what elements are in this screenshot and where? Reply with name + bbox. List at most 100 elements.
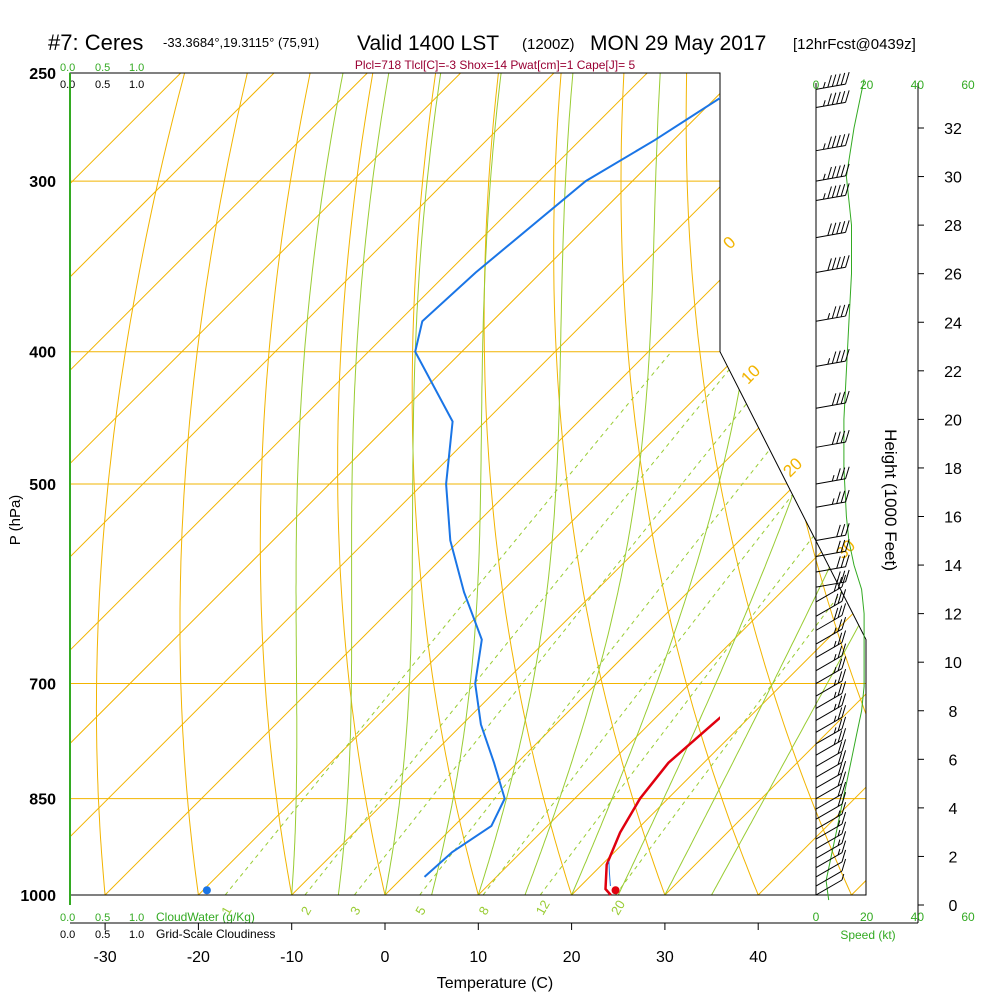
mixing-ratio-label: 12 (533, 897, 553, 917)
dry-adiabat-line (179, 73, 254, 895)
pressure-tick-label: 400 (29, 345, 56, 362)
moist-adiabat-line (291, 73, 344, 895)
wind-barb (815, 849, 847, 878)
cloudwater-tick-bottom: 0.5 (95, 912, 110, 924)
cloudiness-tick-top: 0.0 (60, 79, 75, 91)
wind-barb (815, 466, 850, 485)
mixing-ratio-line (419, 351, 849, 895)
wind-barb (815, 858, 847, 887)
height-tick-label: 32 (944, 121, 962, 138)
pressure-axis: 250 300 400 500 700 850 1000 (20, 66, 56, 905)
wind-barb (815, 873, 845, 896)
wind-barb (815, 133, 850, 152)
cloudiness-tick-top: 0.5 (95, 79, 110, 91)
wind-speed-line (825, 79, 865, 901)
cloudwater-tick-top: 0.0 (60, 62, 75, 74)
height-tick-label: 26 (944, 267, 962, 284)
station-title: #7: Ceres (48, 30, 143, 55)
height-tick-label: 30 (944, 170, 962, 187)
wind-barb (815, 643, 847, 672)
moist-adiabat-line (664, 73, 866, 895)
speed-tick-label-bottom: 0 (813, 910, 820, 924)
adiabat-label: 0 (719, 233, 739, 253)
pressure-tick-label: 300 (29, 174, 56, 191)
isotherm-line (70, 73, 648, 895)
wind-barb (815, 750, 847, 778)
speed-tick-label-bottom: 60 (961, 910, 975, 924)
pressure-tick-label: 1000 (20, 888, 56, 905)
speed-tick-label-bottom: 20 (860, 910, 874, 924)
pressure-tick-label: 850 (29, 792, 56, 809)
wind-barb (815, 728, 847, 756)
sounding-profiles (202, 96, 720, 896)
temperature-tick-label: 0 (381, 949, 390, 966)
cloudiness-tick-top: 1.0 (129, 79, 144, 91)
wind-barb (815, 429, 850, 448)
forecast-info: [12hrFcst@0439z] (793, 36, 916, 53)
wind-barb (815, 739, 847, 767)
height-tick-label: 6 (949, 752, 958, 769)
wind-barb (815, 705, 847, 733)
height-tick-label: 12 (944, 607, 962, 624)
surface-dewpoint-point (202, 886, 211, 895)
wind-barb (815, 668, 847, 697)
pressure-tick-label: 250 (29, 66, 56, 83)
isotherm-line (664, 73, 866, 895)
dry-adiabat-line (411, 73, 487, 895)
dewpoint-profile-line (414, 96, 720, 878)
x-axis-label: Temperature (C) (437, 975, 553, 992)
wind-barb (815, 255, 850, 274)
wind-barb (815, 303, 850, 322)
height-tick-label: 24 (944, 315, 962, 332)
moist-adiabat-line (524, 73, 661, 895)
wind-barb (815, 802, 847, 830)
temperature-tick-label: -20 (187, 949, 210, 966)
dry-adiabat-line (337, 73, 393, 895)
isotherm-line (70, 73, 835, 895)
speed-axis-label: Speed (kt) (840, 928, 895, 942)
mixing-ratio-line (482, 351, 866, 895)
wind-barb (815, 630, 847, 658)
temperature-axis: -30 -20 -10 0 10 20 30 40 (70, 922, 866, 966)
mixing-ratio-label: 20 (608, 897, 628, 917)
moist-adiabat-line (431, 73, 502, 895)
wind-barb (815, 693, 847, 721)
isotherm-line (70, 73, 741, 895)
height-tick-label: 14 (944, 558, 962, 575)
speed-tick-label-top: 60 (961, 78, 975, 92)
height-tick-label: 0 (949, 898, 958, 915)
wind-barb (815, 574, 847, 603)
height-tick-label: 16 (944, 510, 962, 527)
mixing-ratio-label: 8 (476, 904, 493, 918)
mixing-ratio-line (539, 351, 866, 895)
y-axis-label: P (hPa) (7, 495, 24, 546)
wind-barb (815, 90, 850, 109)
cloudwater-tick-top: 0.5 (95, 62, 110, 74)
height-tick-label: 18 (944, 461, 962, 478)
cloudiness-tick-bottom: 0.0 (60, 929, 75, 941)
parcel-path-line (608, 861, 611, 887)
cloudwater-label: CloudWater (g/Kg) (156, 910, 255, 924)
wind-barb (815, 523, 850, 542)
height-tick-label: 20 (944, 412, 962, 429)
temperature-tick-label: 20 (563, 949, 581, 966)
mixing-ratio-line (224, 351, 672, 895)
dry-adiabat-line (553, 73, 677, 895)
wind-barb (815, 348, 850, 367)
dry-adiabat-line (95, 73, 192, 895)
surface-temperature-point (611, 886, 620, 895)
cloudwater-tick-bottom: 0.0 (60, 912, 75, 924)
temperature-tick-label: -10 (280, 949, 303, 966)
forecast-date: MON 29 May 2017 (590, 32, 766, 55)
wind-barb (815, 539, 850, 557)
temperature-tick-label: -30 (94, 949, 117, 966)
wind-barb (815, 760, 847, 789)
height-tick-label: 4 (949, 801, 958, 818)
wind-barb (815, 716, 847, 745)
isotherm-line (70, 73, 555, 895)
temperature-profile-line (604, 716, 720, 896)
isotherm-line (477, 73, 866, 895)
height-axis-label: Height (1000 Feet) (881, 429, 900, 571)
